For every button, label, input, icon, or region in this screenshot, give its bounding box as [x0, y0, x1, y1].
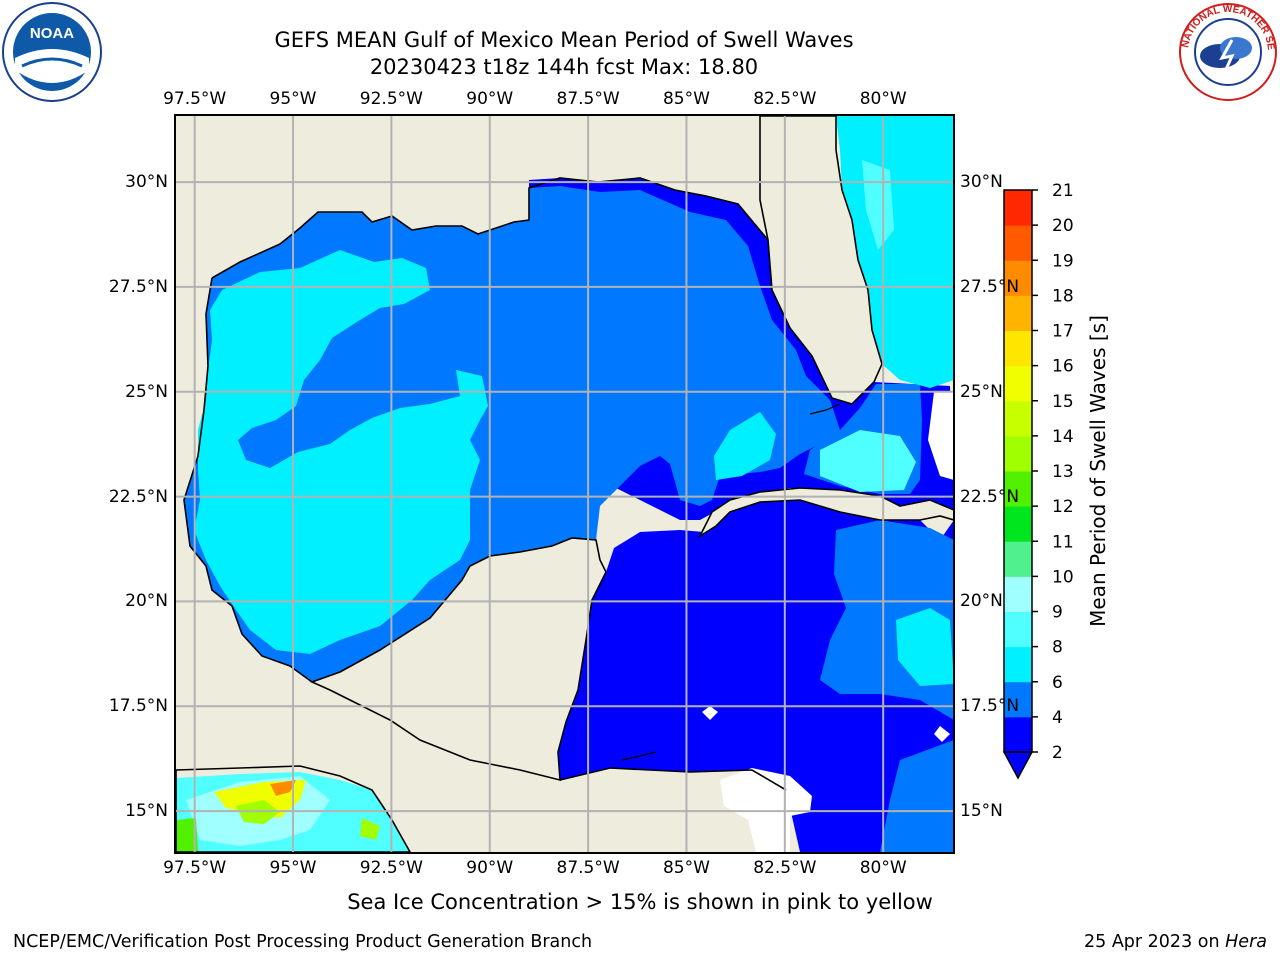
colorbar-segment: [1004, 611, 1032, 648]
colorbar-segment: [1004, 365, 1032, 402]
colorbar-segment: [1004, 681, 1032, 718]
colorbar-segment: [1004, 260, 1032, 296]
lon-label-top: 87.5°W: [556, 89, 620, 109]
map-frame: [174, 114, 955, 854]
lon-label-top: 90°W: [466, 89, 514, 109]
nws-logo-text: NATIONAL WEATHER SERVICE: [0, 0, 1276, 51]
lon-label-top: 97.5°W: [163, 89, 227, 109]
colorbar-tick-label: 16: [1052, 357, 1074, 377]
colorbar-tick-label: 10: [1052, 567, 1074, 587]
colorbar-tick-label: 20: [1052, 216, 1074, 236]
colorbar-tick-label: 15: [1052, 392, 1074, 412]
lat-label-right: 20°N: [960, 591, 1003, 612]
colorbar-extend-arrow: [1002, 751, 1034, 780]
graticule: [175, 115, 954, 853]
lon-label-bottom: 95°W: [269, 858, 317, 878]
lat-label-right: 25°N: [960, 381, 1003, 402]
lon-label-bottom: 80°W: [859, 858, 907, 878]
colorbar-segment: [1004, 400, 1032, 437]
colorbar-tick-label: 2: [1052, 743, 1063, 763]
cuba-island: [698, 487, 954, 539]
noaa-logo: NOAA: [2, 2, 102, 102]
lon-label-top: 95°W: [269, 89, 317, 109]
lon-label-top: 85°W: [662, 89, 710, 109]
colorbar: 2 4 6 8 9 10 11 12 13 14 15 16 17 18 19 20 21 Mean Period…: [1002, 181, 1110, 780]
colorbar-tick-label: 12: [1052, 497, 1074, 517]
land-masses: [175, 115, 954, 853]
lat-label-left: 15°N: [125, 801, 168, 822]
colorbar-segment: [1004, 506, 1032, 542]
colorbar-segment: [1004, 716, 1032, 753]
lat-label-left: 20°N: [125, 591, 168, 612]
colorbar-segment: [1004, 295, 1032, 331]
lat-label-left: 30°N: [125, 172, 168, 193]
lon-label-bottom: 85°W: [662, 858, 710, 878]
colorbar-segment: [1004, 225, 1032, 261]
colorbar-tick-label: 13: [1052, 462, 1074, 482]
lon-label-bottom: 87.5°W: [556, 858, 620, 878]
lat-label-right: 22.5°N: [960, 486, 1020, 507]
lat-label-right: 27.5°N: [960, 276, 1020, 297]
colorbar-tick-label: 8: [1052, 638, 1063, 658]
colorbar-tick-label: 11: [1052, 532, 1074, 552]
lat-label-right: 15°N: [960, 801, 1003, 822]
colorbar-segment: [1004, 541, 1032, 577]
lon-label-bottom: 90°W: [466, 858, 514, 878]
nws-logo: NATIONAL WEATHER SERVICE: [0, 0, 1277, 101]
northern-coastline: [211, 177, 769, 279]
lat-label-right: 17.5°N: [960, 696, 1020, 717]
colorbar-segment: [1004, 435, 1032, 472]
noaa-logo-text: NOAA: [30, 25, 74, 42]
colorbar-tick-label: 9: [1052, 603, 1063, 623]
yucatan-peninsula: [309, 537, 607, 782]
chart-subtitle: 20230423 t18z 144h fcst Max: 18.80: [369, 55, 759, 79]
colorbar-segment: [1004, 576, 1032, 612]
colorbar-segment: [1004, 646, 1032, 683]
lat-label-right: 30°N: [960, 172, 1003, 193]
colorbar-segment: [1004, 190, 1032, 226]
western-coastline: [183, 277, 313, 683]
lat-label-left: 27.5°N: [108, 276, 168, 297]
colorbar-tick-label: 19: [1052, 251, 1074, 271]
chart-title: GEFS MEAN Gulf of Mexico Mean Period of …: [274, 28, 854, 52]
colorbar-tick-label: 6: [1052, 673, 1063, 693]
lat-label-left: 22.5°N: [108, 486, 168, 507]
credit-text: NCEP/EMC/Verification Post Processing Pr…: [13, 932, 593, 952]
lon-label-top: 92.5°W: [359, 89, 423, 109]
lon-label-bottom: 97.5°W: [163, 858, 227, 878]
colorbar-segment: [1004, 471, 1032, 507]
host-name: Hera: [1225, 932, 1267, 952]
lon-label-top: 82.5°W: [753, 89, 817, 109]
lat-label-left: 17.5°N: [108, 696, 168, 717]
lon-label-bottom: 82.5°W: [753, 858, 817, 878]
lon-label-top: 80°W: [859, 89, 907, 109]
colorbar-label: Mean Period of Swell Waves [s]: [1086, 315, 1110, 627]
colorbar-tick-label: 14: [1052, 427, 1074, 447]
lat-label-left: 25°N: [125, 381, 168, 402]
colorbar-tick-label: 21: [1052, 181, 1074, 201]
colorbar-tick-label: 17: [1052, 322, 1074, 342]
map-area: [175, 115, 954, 853]
date-stamp: 25 Apr 2023 on Hera: [1084, 932, 1267, 952]
colorbar-tick-label: 4: [1052, 708, 1063, 728]
lon-label-bottom: 92.5°W: [359, 858, 423, 878]
caption: Sea Ice Concentration > 15% is shown in …: [347, 890, 933, 914]
date-text: 25 Apr 2023 on: [1084, 932, 1226, 952]
colorbar-segment: [1004, 330, 1032, 367]
colorbar-tick-label: 18: [1052, 286, 1074, 306]
